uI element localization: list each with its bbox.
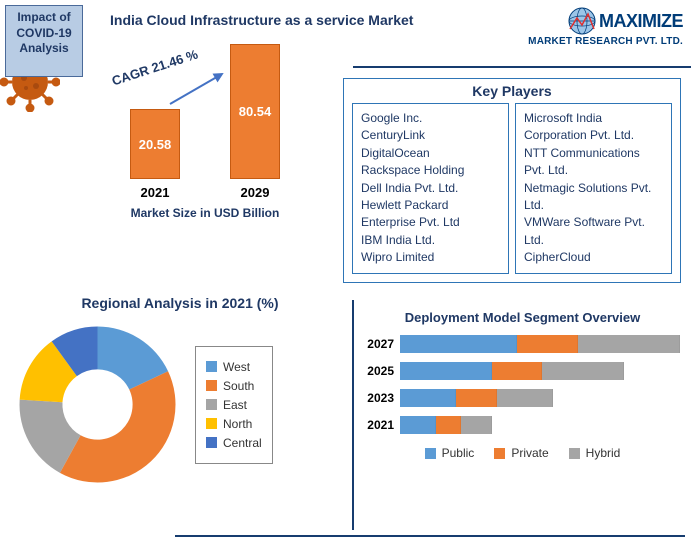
bar-chart-xlabel: Market Size in USD Billion [90,206,320,220]
legend-item: Central [206,436,262,450]
hbar-segment [497,389,553,407]
legend-label: East [223,398,247,412]
logo-main-text: MAXIMIZE [599,11,683,32]
page-title: India Cloud Infrastructure as a service … [110,12,413,28]
legend-item: South [206,379,262,393]
bar: 20.58 [130,109,180,179]
hbar-category-label: 2021 [360,418,400,432]
covid-line2: COVID-19 [8,26,80,42]
key-players-col1: Google Inc.CenturyLinkDigitalOceanRacksp… [352,103,509,274]
divider-vertical [352,300,354,530]
legend-swatch [494,448,505,459]
covid-impact-badge: Impact of COVID-19 Analysis [5,5,83,77]
hbar-segment [400,362,492,380]
deployment-legend: Public Private Hybrid [360,446,685,460]
key-player-item: Hewlett Packard Enterprise Pvt. Ltd [361,197,500,232]
covid-line1: Impact of [8,10,80,26]
legend-label: North [223,417,252,431]
key-players-title: Key Players [352,83,672,99]
legend-item: North [206,417,262,431]
key-player-item: IBM India Ltd. [361,232,500,249]
bar-category-label: 2029 [241,185,270,200]
legend-swatch [206,418,217,429]
hbar-track [400,335,685,353]
globe-icon [567,6,597,36]
legend-label: South [223,379,254,393]
brand-logo: MAXIMIZE MARKET RESEARCH PVT. LTD. [528,6,683,47]
bar-category-label: 2021 [141,185,170,200]
legend-swatch [206,437,217,448]
key-player-item: CipherCloud [524,249,663,266]
legend-swatch [206,399,217,410]
regional-analysis-section: Regional Analysis in 2021 (%) West South E… [10,295,350,492]
legend-item: East [206,398,262,412]
key-player-item: Dell India Pvt. Ltd. [361,180,500,197]
legend-swatch [206,361,217,372]
hbar-segment [461,416,492,434]
key-player-item: Wipro Limited [361,249,500,266]
hbar-segment [492,362,543,380]
bar-column: 20.58 2021 [130,109,180,200]
covid-line3: Analysis [8,41,80,57]
legend-item: Public [425,446,475,460]
hbar-segment [400,335,517,353]
key-player-item: DigitalOcean [361,145,500,162]
bar: 80.54 [230,44,280,179]
legend-swatch [569,448,580,459]
bar-column: 80.54 2029 [230,44,280,200]
legend-item: Hybrid [569,446,621,460]
deployment-model-section: Deployment Model Segment Overview 2027 20… [360,310,685,460]
legend-item: West [206,360,262,374]
legend-swatch [425,448,436,459]
hbar-row: 2025 [360,362,685,380]
key-player-item: VMWare Software Pvt. Ltd. [524,214,663,249]
legend-label: Private [511,446,548,460]
key-players-panel: Key Players Google Inc.CenturyLinkDigita… [343,78,681,283]
hbar-row: 2027 [360,335,685,353]
hbar-segment [436,416,461,434]
key-player-item: NTT Communications Pvt. Ltd. [524,145,663,180]
regional-title: Regional Analysis in 2021 (%) [10,295,350,311]
regional-legend: West South East North Central [195,346,273,464]
hbar-track [400,362,685,380]
legend-label: Central [223,436,262,450]
hbar-row: 2023 [360,389,685,407]
donut-segment [60,371,176,482]
hbar-category-label: 2025 [360,364,400,378]
divider-top [353,66,691,68]
hbar-segment [578,335,680,353]
hbar-category-label: 2027 [360,337,400,351]
hbar-track [400,416,685,434]
key-player-item: Netmagic Solutions Pvt. Ltd. [524,180,663,215]
hbar-segment [542,362,623,380]
hbar-category-label: 2023 [360,391,400,405]
market-size-bar-chart: CAGR 21.46 % 20.58202180.542029 Market S… [90,55,320,245]
logo-sub-text: MARKET RESEARCH PVT. LTD. [528,36,683,47]
key-player-item: Google Inc. [361,110,500,127]
legend-label: West [223,360,250,374]
divider-bottom [175,535,685,537]
hbar-track [400,389,685,407]
key-player-item: CenturyLink [361,127,500,144]
legend-swatch [206,380,217,391]
hbar-segment [400,389,456,407]
hbar-segment [400,416,436,434]
deployment-title: Deployment Model Segment Overview [360,310,685,325]
legend-item: Private [494,446,548,460]
key-player-item: Microsoft India Corporation Pvt. Ltd. [524,110,663,145]
regional-donut-chart [10,317,185,492]
legend-label: Public [442,446,475,460]
key-player-item: Rackspace Holding [361,162,500,179]
hbar-row: 2021 [360,416,685,434]
hbar-segment [456,389,497,407]
hbar-segment [517,335,578,353]
key-players-col2: Microsoft India Corporation Pvt. Ltd.NTT… [515,103,672,274]
legend-label: Hybrid [586,446,621,460]
